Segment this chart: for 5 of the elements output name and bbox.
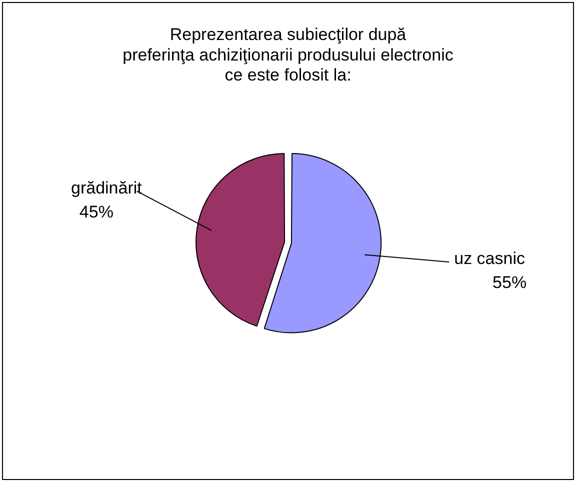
data-label: 45% — [79, 202, 114, 222]
data-label: 55% — [492, 273, 527, 292]
slice-label: grădinărit — [71, 178, 142, 198]
slice-label: uz casnic — [454, 249, 526, 268]
chart-title: Reprezentarea subiecţilor după preferinţa achiziţionarii produsului electronic ce este folosit la: — [122, 24, 454, 85]
